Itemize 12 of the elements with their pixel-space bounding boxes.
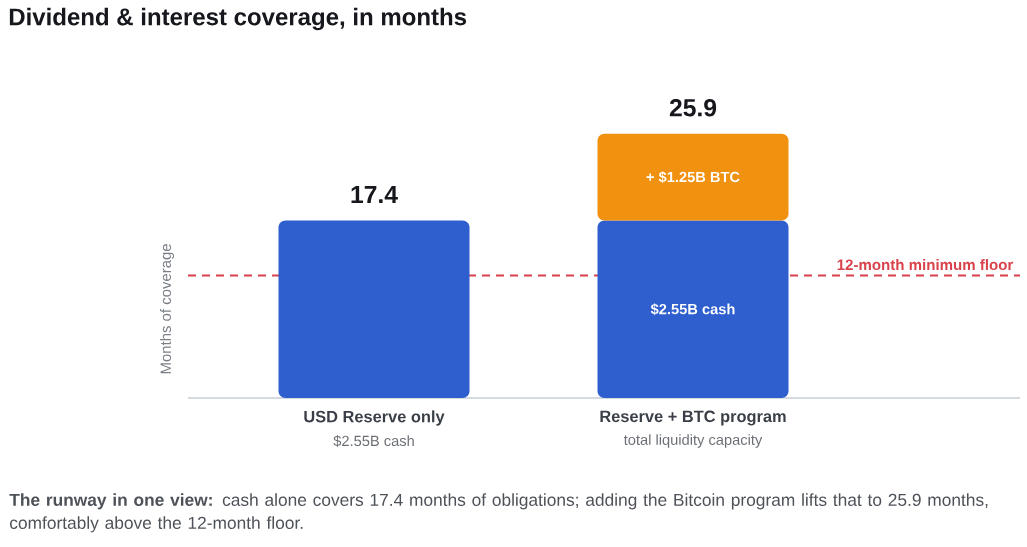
text: total liquidity capacity (623, 434, 763, 448)
x-tick-label: USD Reserve only (304, 410, 445, 426)
x-tick-label: Reserve + BTC program (600, 410, 786, 426)
y-axis-title: Months of coverage (160, 244, 174, 374)
chart-title: Dividend & interest coverage, in months (9, 7, 467, 31)
data-label: 17.4 (351, 185, 398, 203)
text: $2.55B cash (333, 435, 414, 447)
series-label: $2.55B cash (650, 303, 735, 316)
text: The runway in one view: cash alone covers 17.4 months of obligations; adding the Bitcoin program lifts that to 25.9 months, comfortably above the 12-month floor. (9, 493, 988, 533)
total-label: 25.9 (669, 99, 717, 117)
ref-line-label: 12-month minimum floor (837, 259, 1014, 271)
series-label: + $1.25B BTC (646, 171, 740, 184)
